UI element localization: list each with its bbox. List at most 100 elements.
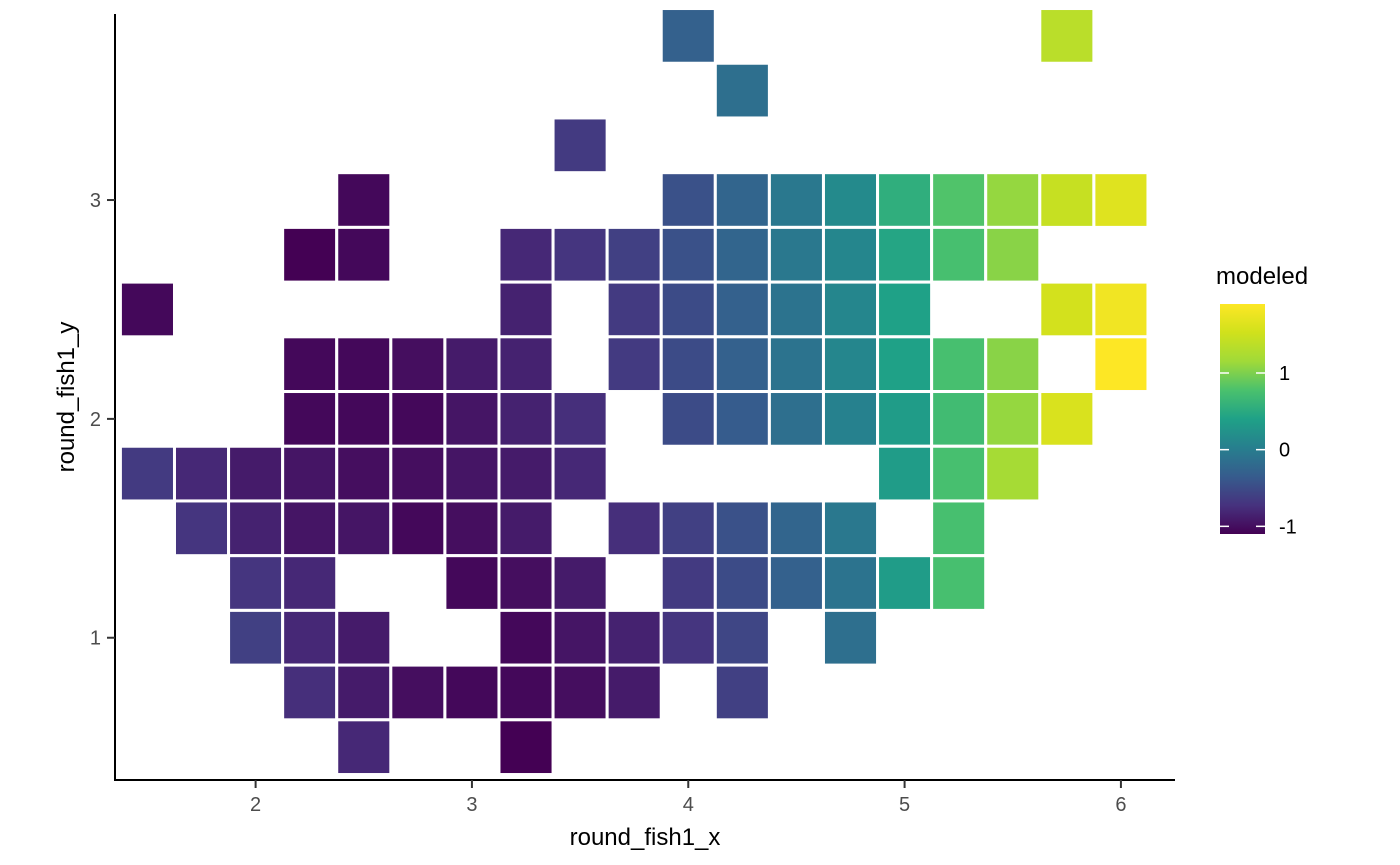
heatmap-tile	[659, 390, 717, 448]
heatmap-tiles	[118, 7, 1150, 777]
heatmap-tile	[930, 335, 988, 394]
heatmap-tile	[713, 280, 771, 339]
heatmap-tile	[497, 554, 555, 612]
heatmap-tile	[335, 171, 393, 229]
x-tick-label: 4	[683, 794, 694, 816]
heatmap-tile	[876, 171, 934, 229]
heatmap-tile	[335, 499, 393, 558]
heatmap-tile	[821, 335, 880, 394]
heatmap-tile	[443, 663, 501, 722]
heatmap-tile	[821, 390, 880, 448]
heatmap-tile	[335, 663, 393, 722]
heatmap-tile	[713, 61, 771, 120]
x-axis-title: round_fish1_x	[570, 824, 721, 851]
heatmap-tile	[497, 499, 555, 558]
heatmap-tile	[227, 554, 285, 612]
heatmap-tile	[605, 280, 663, 339]
heatmap-tile	[876, 225, 934, 284]
x-tick-label: 5	[899, 794, 910, 816]
x-tick-label: 2	[250, 794, 261, 816]
heatmap-tile	[443, 554, 501, 612]
y-tick-label: 3	[90, 190, 101, 212]
heatmap-tile	[172, 499, 231, 558]
heatmap-tile	[605, 663, 663, 722]
heatmap-tile	[767, 171, 825, 229]
heatmap-tile	[551, 116, 609, 175]
heatmap-tile	[984, 335, 1042, 394]
heatmap-tile	[659, 499, 717, 558]
heatmap-tile	[281, 608, 339, 667]
x-axis-ticks: 2 3 4 5 6	[250, 780, 1126, 816]
heatmap-tile	[876, 444, 934, 503]
legend-tick-label: 0	[1279, 440, 1290, 462]
heatmap-tile	[605, 335, 663, 394]
legend-colorbar	[1220, 304, 1265, 534]
heatmap-tile	[659, 335, 717, 394]
heatmap-tile	[1092, 335, 1150, 394]
heatmap-tile	[335, 718, 393, 777]
heatmap-tile	[984, 225, 1042, 284]
heatmap-tile	[497, 608, 555, 667]
x-tick-label: 3	[466, 794, 477, 816]
heatmap-tile	[876, 335, 934, 394]
heatmap-tile	[335, 390, 393, 448]
heatmap-tile	[281, 225, 339, 284]
heatmap-tile	[497, 390, 555, 448]
legend-tick-label: -1	[1279, 516, 1297, 538]
heatmap-tile	[497, 280, 555, 339]
heatmap-tile	[767, 280, 825, 339]
heatmap-tile	[767, 390, 825, 448]
heatmap-tile	[227, 444, 285, 503]
heatmap-tile	[1038, 280, 1096, 339]
heatmap-tile	[551, 608, 609, 667]
heatmap-tile	[1092, 171, 1150, 229]
heatmap-tile	[281, 390, 339, 448]
heatmap-tile	[497, 663, 555, 722]
heatmap-tile	[930, 499, 988, 558]
heatmap-tile	[930, 225, 988, 284]
heatmap-tile	[551, 225, 609, 284]
heatmap-tile	[389, 335, 447, 394]
heatmap-tile	[497, 718, 555, 777]
heatmap-tile	[118, 444, 176, 503]
heatmap-tile	[443, 499, 501, 558]
y-tick-label: 1	[90, 628, 101, 650]
heatmap-tile	[984, 390, 1042, 448]
heatmap-tile	[659, 280, 717, 339]
heatmap-tile	[821, 608, 880, 667]
heatmap-tile	[227, 608, 285, 667]
heatmap-tile	[605, 499, 663, 558]
heatmap-tile	[930, 554, 988, 612]
heatmap-tile	[389, 499, 447, 558]
heatmap-tile	[281, 335, 339, 394]
heatmap-tile	[821, 225, 880, 284]
heatmap-tile	[1092, 280, 1150, 339]
heatmap-tile	[876, 390, 934, 448]
heatmap-tile	[821, 499, 880, 558]
heatmap-tile	[335, 608, 393, 667]
heatmap-tile	[551, 554, 609, 612]
heatmap-tile	[281, 499, 339, 558]
heatmap-tile	[281, 663, 339, 722]
heatmap-tile	[497, 444, 555, 503]
heatmap-tile	[659, 554, 717, 612]
heatmap-tile	[605, 608, 663, 667]
heatmap-tile	[713, 171, 771, 229]
legend-title: modeled	[1216, 263, 1308, 290]
heatmap-tile	[821, 280, 880, 339]
heatmap-tile	[713, 608, 771, 667]
heatmap-tile	[713, 225, 771, 284]
heatmap-tile	[443, 335, 501, 394]
heatmap-tile	[713, 390, 771, 448]
heatmap-tile	[281, 444, 339, 503]
legend-ticks: -1 0 1	[1220, 363, 1297, 538]
heatmap-tile	[767, 499, 825, 558]
heatmap-tile	[821, 171, 880, 229]
heatmap-tile	[659, 7, 717, 65]
heatmap-tile	[389, 444, 447, 503]
heatmap-tile	[767, 225, 825, 284]
heatmap-tile	[497, 335, 555, 394]
heatmap-tile	[984, 171, 1042, 229]
heatmap-tile	[551, 390, 609, 448]
